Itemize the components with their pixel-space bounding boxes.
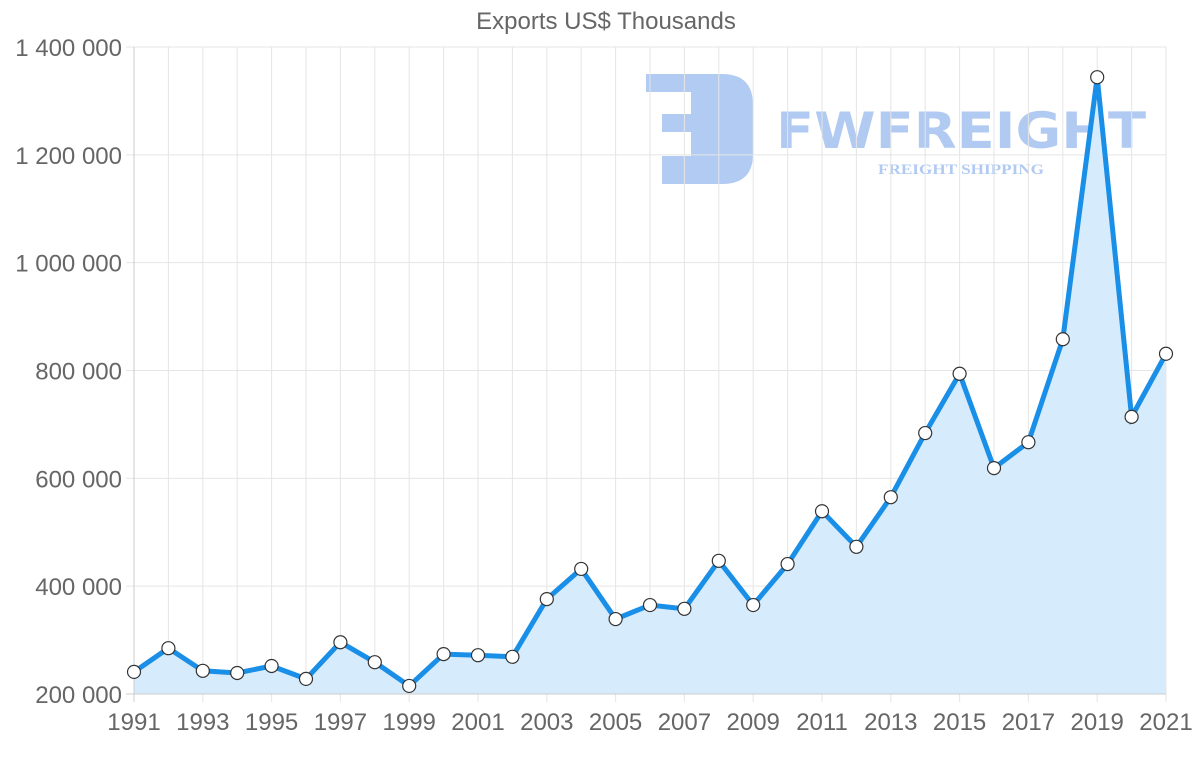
data-point[interactable] [677,601,692,616]
data-point[interactable] [402,678,417,694]
data-point[interactable] [470,648,486,663]
watermark-brand: FWFREIGHT [776,102,1146,160]
data-point[interactable] [952,366,967,381]
watermark-tagline: FREIGHT SHIPPING [878,162,1044,178]
x-tick-label: 2011 [796,709,848,736]
data-point[interactable] [126,664,142,679]
chart-title: Exports US$ Thousands [476,8,736,35]
x-tick-label: 1997 [314,709,367,736]
x-tick-label: 2021 [1139,709,1192,736]
data-point[interactable] [539,592,554,607]
data-point[interactable] [195,663,210,678]
x-tick-label: 1993 [176,709,229,736]
x-tick-label: 2003 [520,709,573,736]
watermark-logo: FWFREIGHT FREIGHT SHIPPING [646,74,1146,184]
data-point[interactable] [814,504,830,519]
x-tick-label: 2001 [451,709,504,736]
x-tick-label: 2017 [1002,709,1055,736]
data-point[interactable] [367,655,382,670]
data-point[interactable] [918,425,933,441]
logo-mark-icon [646,74,753,184]
data-point[interactable] [1158,346,1174,361]
data-point[interactable] [264,658,279,674]
data-point[interactable] [1055,332,1070,347]
y-tick-label: 400 000 [35,574,122,601]
data-point[interactable] [161,641,176,656]
data-point[interactable] [642,597,658,613]
data-point[interactable] [849,539,864,554]
data-point[interactable] [608,611,623,627]
y-tick-label: 1 000 000 [15,251,122,278]
data-point[interactable] [298,671,314,687]
x-tick-label: 2019 [1071,709,1124,736]
data-point[interactable] [1124,409,1139,424]
data-point[interactable] [746,597,761,613]
y-tick-label: 200 000 [35,682,122,709]
x-tick-label: 2005 [589,709,642,736]
data-point[interactable] [986,460,1002,476]
data-point[interactable] [1090,70,1105,85]
y-tick-label: 800 000 [35,359,122,386]
x-tick-label: 2009 [727,709,780,736]
x-tick-label: 2013 [864,709,917,736]
x-tick-label: 1999 [383,709,436,736]
data-point[interactable] [780,556,795,572]
y-tick-label: 1 200 000 [15,143,122,170]
data-point[interactable] [574,561,589,577]
x-tick-label: 1991 [107,709,160,736]
axes [126,47,1166,702]
tick-labels: 200 000 400 000 600 000 800 000 1 000 000 1 2… [15,35,1192,736]
area-fill [134,77,1166,694]
x-tick-label: 2007 [658,709,711,736]
data-point[interactable] [883,490,898,505]
x-tick-label: 2015 [933,709,986,736]
x-tick-label: 1995 [245,709,298,736]
y-tick-label: 600 000 [35,466,122,493]
data-point[interactable] [436,647,451,662]
data-point[interactable] [505,649,520,664]
data-point[interactable] [333,635,348,650]
data-point[interactable] [230,665,245,681]
data-points [126,70,1174,694]
y-tick-label: 1 400 000 [15,35,122,62]
data-point[interactable] [711,553,726,568]
data-point[interactable] [1021,435,1036,450]
